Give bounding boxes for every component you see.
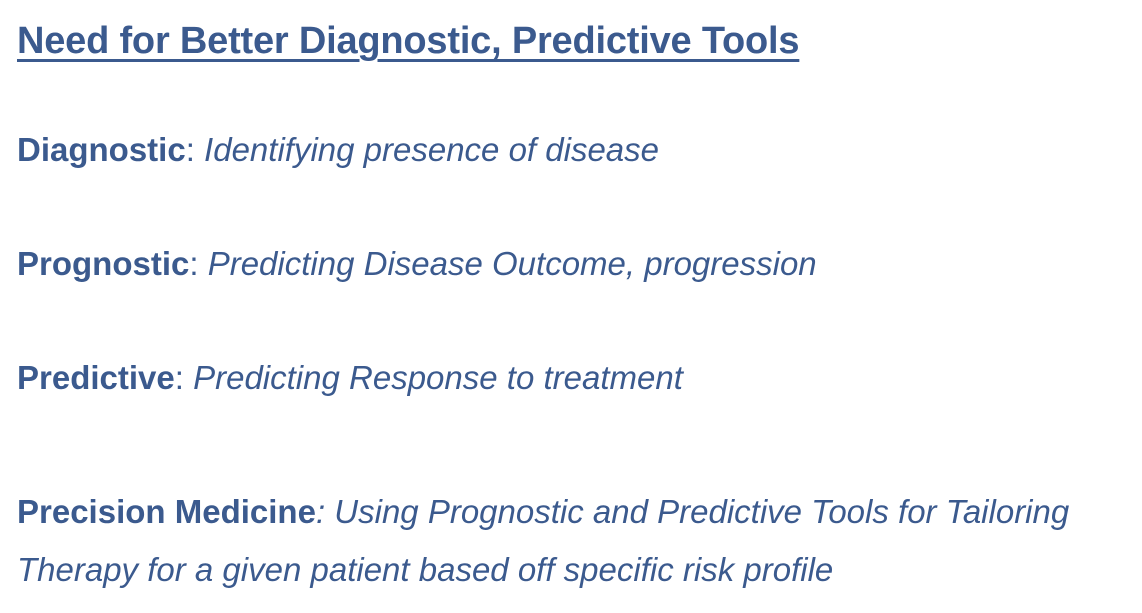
description-prognostic: Predicting Disease Outcome, progression xyxy=(207,245,817,282)
separator: : xyxy=(174,359,194,396)
term-diagnostic: Diagnostic xyxy=(17,131,186,168)
definition-prognostic: Prognostic: Predicting Disease Outcome, … xyxy=(17,235,817,293)
definition-predictive: Predictive: Predicting Response to treat… xyxy=(17,349,683,407)
description-predictive: Predicting Response to treatment xyxy=(193,359,683,396)
slide-title: Need for Better Diagnostic, Predictive T… xyxy=(17,20,800,62)
term-prognostic: Prognostic xyxy=(17,245,190,282)
term-predictive: Predictive xyxy=(17,359,175,396)
description-precision-medicine: Using Prognostic and Predictive Tools fo… xyxy=(17,493,1070,588)
description-diagnostic: Identifying presence of disease xyxy=(204,131,660,168)
term-precision-medicine: Precision Medicine xyxy=(17,493,316,530)
definition-diagnostic: Diagnostic: Identifying presence of dise… xyxy=(17,121,659,179)
separator: : xyxy=(315,493,335,530)
separator: : xyxy=(189,245,208,282)
definition-precision-medicine: Precision Medicine: Using Prognostic and… xyxy=(17,483,1127,599)
separator: : xyxy=(185,131,205,168)
